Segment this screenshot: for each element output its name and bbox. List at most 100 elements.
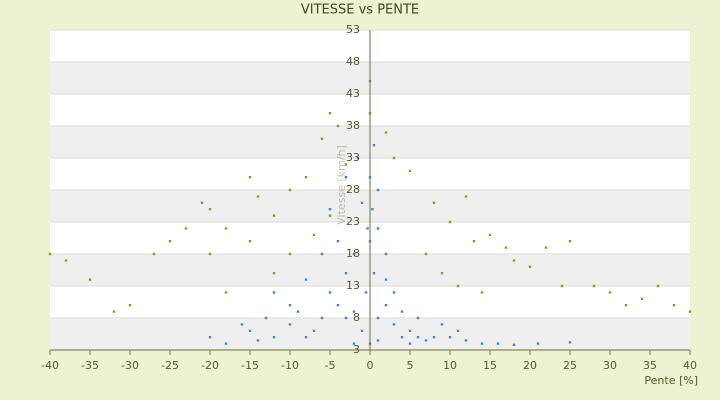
point [568, 240, 572, 243]
point [528, 265, 532, 268]
point [376, 339, 380, 342]
point [248, 240, 252, 243]
y-tick-label: 38 [346, 119, 360, 132]
point [288, 323, 292, 326]
y-tick-label: 8 [353, 311, 360, 324]
point [364, 291, 368, 294]
x-tick-label: 25 [563, 359, 577, 372]
x-tick-label: -35 [81, 359, 99, 372]
point [408, 329, 412, 332]
y-tick-label: 43 [346, 87, 360, 100]
x-tick-label: 0 [367, 359, 374, 372]
point [656, 284, 660, 288]
point [312, 233, 316, 236]
point [336, 240, 340, 243]
point [328, 214, 332, 217]
point [448, 336, 452, 339]
point [464, 195, 468, 198]
point [440, 272, 444, 275]
point [336, 304, 340, 307]
x-tick-label: 5 [407, 359, 414, 372]
point [372, 144, 376, 147]
x-tick-label: 40 [683, 359, 697, 372]
point [496, 342, 500, 345]
x-tick-label: -20 [201, 359, 219, 372]
point [288, 304, 292, 307]
point [392, 323, 396, 326]
point [184, 227, 188, 230]
x-tick-label: 15 [483, 359, 497, 372]
point [312, 329, 316, 332]
point [360, 201, 364, 204]
point [208, 252, 212, 256]
point [240, 323, 244, 326]
point [320, 316, 324, 320]
y-tick-label: 13 [346, 279, 360, 292]
point [200, 201, 204, 204]
x-axis-label: Pente [%] [644, 374, 698, 387]
point [360, 329, 364, 332]
point [272, 336, 276, 339]
point [424, 339, 428, 342]
x-tick-label: -30 [121, 359, 139, 372]
point [416, 336, 420, 339]
point [544, 246, 548, 249]
point [328, 291, 332, 294]
point [488, 233, 492, 236]
point [464, 339, 468, 342]
point [504, 246, 508, 249]
point [272, 291, 276, 294]
point [288, 252, 292, 256]
point [384, 278, 388, 281]
point [608, 291, 612, 294]
point [384, 131, 388, 134]
point [568, 341, 572, 344]
x-tick-label: 10 [443, 359, 457, 372]
chart-title: VITESSE vs PENTE [301, 3, 419, 18]
point [356, 156, 360, 160]
point [376, 188, 380, 192]
point [456, 329, 460, 332]
point [472, 240, 476, 243]
point [224, 342, 228, 345]
point [344, 176, 348, 179]
point [448, 220, 452, 224]
point [344, 163, 348, 166]
point [592, 284, 596, 288]
point [624, 304, 628, 307]
x-tick-label: 20 [523, 359, 537, 372]
point [208, 336, 212, 339]
point [272, 272, 276, 275]
x-tick-label: -40 [41, 359, 59, 372]
point [376, 227, 380, 230]
point [400, 310, 404, 313]
point [536, 342, 540, 345]
point [304, 336, 308, 339]
point [256, 339, 260, 342]
point [336, 124, 340, 128]
point [112, 310, 116, 313]
point [352, 252, 356, 256]
point [480, 342, 484, 345]
point [384, 252, 388, 256]
point [432, 201, 436, 204]
point [64, 259, 68, 262]
x-tick-label: -5 [325, 359, 336, 372]
point [640, 297, 644, 300]
x-tick-label: 35 [643, 359, 657, 372]
point [304, 176, 308, 179]
point [352, 342, 356, 345]
point [512, 343, 516, 347]
y-tick-label: 18 [346, 247, 360, 260]
point [384, 304, 388, 307]
point [408, 169, 412, 172]
point [432, 336, 436, 339]
point [416, 316, 420, 320]
point [392, 156, 396, 160]
y-axis-label: Vitesse [km/h] [335, 145, 348, 225]
point [304, 278, 308, 281]
point [352, 310, 356, 313]
point [376, 316, 380, 320]
point [224, 227, 228, 230]
